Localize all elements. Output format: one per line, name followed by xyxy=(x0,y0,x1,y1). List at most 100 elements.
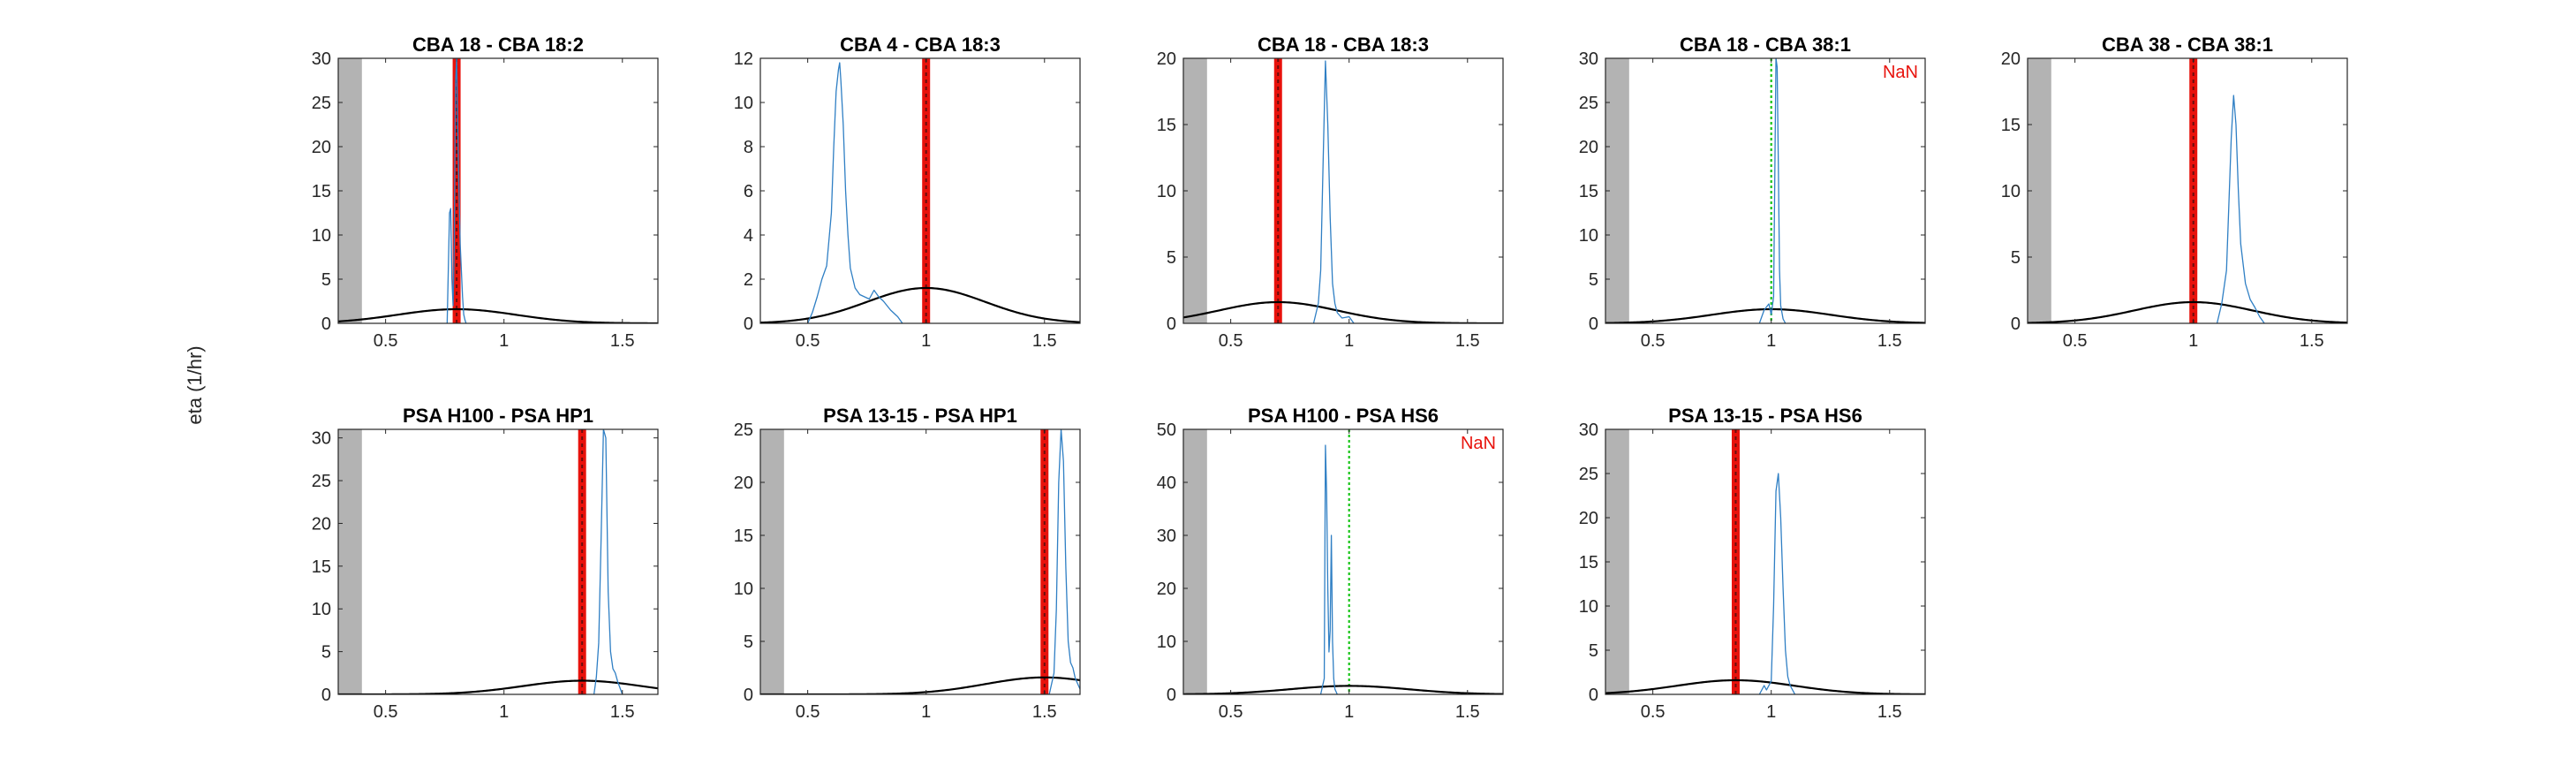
y-tick-label: 8 xyxy=(744,138,753,157)
x-tick-label: 0.5 xyxy=(2063,331,2088,351)
x-tick-label: 0.5 xyxy=(374,331,398,351)
plot-area xyxy=(1183,429,1503,694)
panel-8: 0.5 1 1.5 0 10 20 30 40 50 PSA H100 - PSA HS6 NaN xyxy=(1157,405,1504,722)
normal-curve xyxy=(338,307,658,323)
y-tick-label: 10 xyxy=(1579,597,1598,617)
y-tick-label: 50 xyxy=(1157,421,1176,440)
y-tick-label: 5 xyxy=(321,270,331,290)
data-series-1 xyxy=(1758,58,1787,323)
y-tick-label: 10 xyxy=(1157,182,1176,201)
plot-area xyxy=(1183,58,1503,323)
plot-area xyxy=(338,429,658,694)
x-tick-label: 1.5 xyxy=(1455,331,1480,351)
plot-area xyxy=(338,58,658,323)
y-tick-label: 6 xyxy=(744,182,753,201)
panel-title: PSA H100 - PSA HS6 xyxy=(1248,405,1439,427)
axes-box xyxy=(759,57,1081,324)
panel-title: CBA 38 - CBA 38:1 xyxy=(2102,34,2273,56)
axes-box xyxy=(1182,57,1504,324)
panel-6: 0.5 1 1.5 0 5 10 15 20 25 30 PSA H100 - PSA HP1 xyxy=(312,405,659,722)
red-vertical-line xyxy=(1040,429,1049,694)
x-tick-label: 1.5 xyxy=(1877,702,1902,722)
panel-title: CBA 18 - CBA 38:1 xyxy=(1680,34,1851,56)
y-tick-label: 40 xyxy=(1157,474,1176,493)
panel-title: CBA 18 - CBA 18:3 xyxy=(1258,34,1429,56)
axes-box xyxy=(1605,428,1926,695)
plot-area xyxy=(760,58,1080,323)
y-tick-label: 5 xyxy=(2011,248,2021,268)
y-tick-label: 5 xyxy=(1589,641,1598,661)
y-tick-label: 12 xyxy=(734,49,753,69)
axes-box xyxy=(1605,57,1926,324)
y-tick-label: 4 xyxy=(744,226,753,246)
x-tick-label: 1 xyxy=(1766,331,1776,351)
shaded-region xyxy=(338,429,362,694)
data-series-1 xyxy=(2216,95,2265,323)
y-tick-label: 30 xyxy=(1579,49,1598,69)
y-tick-label: 5 xyxy=(321,643,331,663)
panel-title: PSA H100 - PSA HP1 xyxy=(403,405,593,427)
y-tick-label: 10 xyxy=(1157,633,1176,652)
x-tick-label: 0.5 xyxy=(796,702,820,722)
y-tick-label: 5 xyxy=(1589,270,1598,290)
data-series-1 xyxy=(1319,444,1338,694)
x-tick-label: 1.5 xyxy=(610,331,635,351)
y-tick-label: 15 xyxy=(734,527,753,546)
axes-box xyxy=(2027,57,2348,324)
y-tick-label: 20 xyxy=(2001,49,2021,69)
x-tick-label: 1 xyxy=(499,331,509,351)
panel-5: 0.5 1 1.5 0 5 10 15 20 CBA 38 - CBA 38:1 xyxy=(2001,34,2348,351)
y-tick-label: 30 xyxy=(312,429,331,449)
x-tick-label: 0.5 xyxy=(1641,331,1666,351)
y-tick-label: 20 xyxy=(734,474,753,493)
normal-curve xyxy=(760,286,1080,323)
red-vertical-line xyxy=(1273,58,1282,323)
x-tick-label: 0.5 xyxy=(1641,702,1666,722)
axes-box xyxy=(1182,428,1504,695)
red-vertical-line xyxy=(922,58,931,323)
y-tick-label: 15 xyxy=(312,557,331,577)
x-tick-label: 1.5 xyxy=(2300,331,2324,351)
figure-ylabel: eta (1/hr) xyxy=(184,345,206,424)
y-tick-label: 20 xyxy=(312,138,331,157)
x-tick-label: 1.5 xyxy=(1455,702,1480,722)
y-tick-label: 10 xyxy=(734,580,753,599)
normal-curve xyxy=(760,676,1080,694)
y-tick-label: 0 xyxy=(1167,315,1176,334)
y-tick-label: 30 xyxy=(312,49,331,69)
y-tick-label: 10 xyxy=(312,226,331,246)
data-series-1 xyxy=(1048,429,1080,694)
y-tick-label: 15 xyxy=(2001,116,2021,135)
y-tick-label: 20 xyxy=(1579,138,1598,157)
y-tick-label: 15 xyxy=(1579,553,1598,572)
y-tick-label: 0 xyxy=(744,686,753,705)
x-tick-label: 0.5 xyxy=(796,331,820,351)
panel-7: 0.5 1 1.5 0 5 10 15 20 25 PSA 13-15 - PSA HP1 xyxy=(734,405,1081,722)
y-tick-label: 20 xyxy=(1579,509,1598,528)
data-series-1 xyxy=(446,58,467,323)
x-tick-label: 1 xyxy=(499,702,509,722)
x-tick-label: 0.5 xyxy=(1219,331,1243,351)
y-tick-label: 20 xyxy=(1157,580,1176,599)
y-tick-label: 15 xyxy=(1579,182,1598,201)
normal-curve xyxy=(338,679,658,694)
y-tick-label: 0 xyxy=(1589,686,1598,705)
shaded-region xyxy=(1183,429,1207,694)
panel-9: 0.5 1 1.5 0 5 10 15 20 25 30 PSA 13-15 - PSA HS6 xyxy=(1579,405,1926,722)
panel-title: CBA 18 - CBA 18:2 xyxy=(412,34,584,56)
nan-label: NaN xyxy=(1461,434,1496,453)
data-series-1 xyxy=(593,429,623,694)
y-tick-label: 0 xyxy=(744,315,753,334)
y-tick-label: 25 xyxy=(1579,94,1598,113)
panel-title: CBA 4 - CBA 18:3 xyxy=(840,34,1001,56)
normal-curve xyxy=(1183,685,1503,694)
x-tick-label: 1.5 xyxy=(1877,331,1902,351)
y-tick-label: 20 xyxy=(312,514,331,534)
nan-label: NaN xyxy=(1883,63,1918,82)
x-tick-label: 0.5 xyxy=(374,702,398,722)
y-tick-label: 30 xyxy=(1579,421,1598,440)
y-tick-label: 30 xyxy=(1157,527,1176,546)
x-tick-label: 1 xyxy=(1344,331,1354,351)
